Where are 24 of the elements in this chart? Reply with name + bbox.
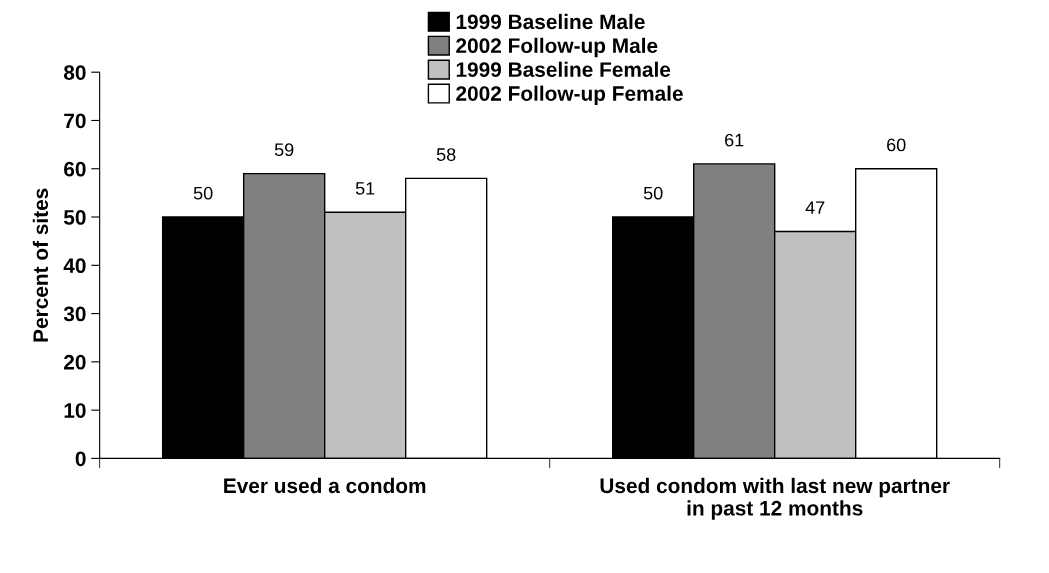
data-label: 50 — [643, 186, 663, 200]
data-label: 61 — [725, 133, 744, 147]
x-tick-label: Used condom with last new partner in past 12 months — [600, 477, 950, 520]
data-label: 58 — [436, 148, 456, 161]
data-label: 50 — [193, 186, 213, 200]
data-label: 60 — [887, 138, 906, 152]
y-tick-label: 20 — [64, 354, 86, 370]
legend-label: 1999 Baseline Male — [456, 13, 645, 30]
data-label: 59 — [274, 143, 294, 157]
y-tick-label: 70 — [64, 113, 86, 129]
y-tick-label: 60 — [64, 161, 86, 177]
y-tick-label: 40 — [63, 258, 86, 274]
data-label: 47 — [805, 201, 825, 214]
y-tick-label: 0 — [75, 451, 86, 467]
y-tick-label: 50 — [63, 210, 86, 225]
data-label: 51 — [355, 182, 375, 195]
x-tick-label: Ever used a condom — [224, 477, 426, 494]
legend-label: 1999 Baseline Female — [456, 61, 671, 77]
legend-label: 2002 Follow-up Male — [456, 37, 658, 58]
y-tick-label: 10 — [64, 403, 86, 418]
y-tick-label: 30 — [63, 306, 86, 322]
legend-label: 2002 Follow-up Female — [456, 85, 683, 105]
y-tick-label: 80 — [63, 65, 86, 80]
y-axis-title: Percent of sites — [32, 188, 49, 342]
